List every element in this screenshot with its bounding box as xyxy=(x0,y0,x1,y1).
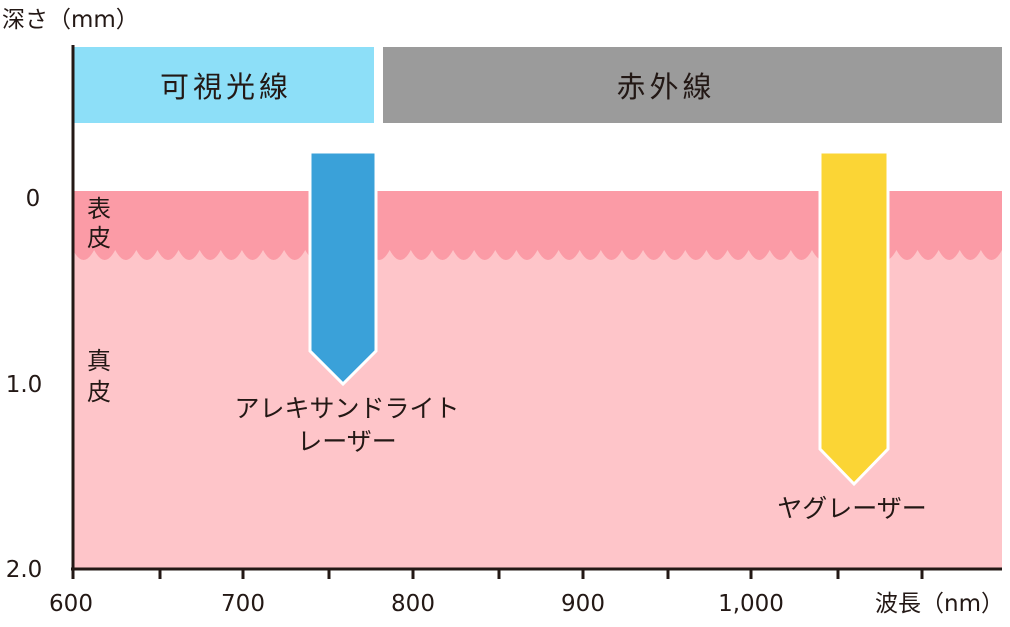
y-axis-title: 深さ（mm） xyxy=(2,7,139,33)
x-axis-ticks xyxy=(71,569,924,579)
x-tick-label-900: 900 xyxy=(561,591,605,617)
visible-light-label: 可視光線 xyxy=(160,70,292,104)
infrared-label: 赤外線 xyxy=(616,70,715,104)
x-axis-title: 波長（nm） xyxy=(875,591,1004,617)
infrared-band xyxy=(383,47,1002,123)
epidermis-layer xyxy=(73,191,1002,260)
dermis-label-1: 真 xyxy=(87,347,111,375)
y-tick-label-2: 2.0 xyxy=(6,557,43,583)
yag-laser-arrow xyxy=(818,150,890,487)
y-tick-label-0: 0 xyxy=(26,186,41,212)
alexandrite-laser-label-2: レーザー xyxy=(297,427,397,456)
x-tick-label-800: 800 xyxy=(391,591,435,617)
x-tick-label-600: 600 xyxy=(49,591,93,617)
alexandrite-laser-arrow xyxy=(308,150,378,387)
x-tick-label-1000: 1,000 xyxy=(718,591,784,617)
yag-laser-label: ヤグレーザー xyxy=(777,494,927,523)
y-tick-label-1: 1.0 xyxy=(6,372,43,398)
epidermis-label-2: 皮 xyxy=(87,224,111,252)
visible-light-band xyxy=(73,47,374,123)
x-tick-label-700: 700 xyxy=(221,591,265,617)
dermis-label-2: 皮 xyxy=(87,378,111,406)
alexandrite-laser-label-1: アレキサンドライト xyxy=(234,394,459,423)
epidermis-label-1: 表 xyxy=(87,195,111,223)
